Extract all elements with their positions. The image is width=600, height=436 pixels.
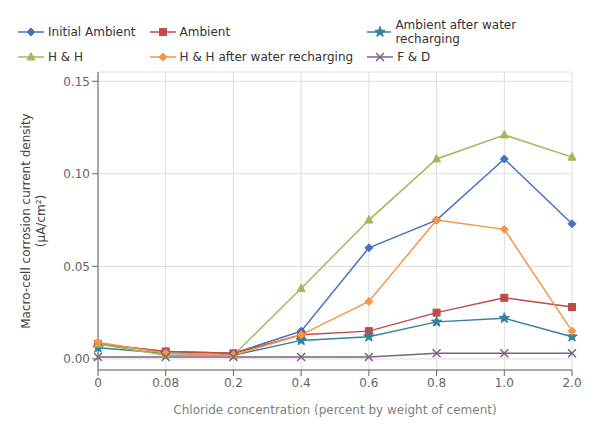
- svg-text:1.0: 1.0: [495, 376, 514, 390]
- svg-text:Macro-cell corrosion current d: Macro-cell corrosion current density(μA/…: [19, 113, 48, 328]
- html-text:H & H: H & H: [48, 50, 83, 64]
- html-text:Initial Ambient: Initial Ambient: [48, 25, 136, 39]
- svg-text:Chloride concentration (percen: Chloride concentration (percent by weigh…: [173, 403, 496, 417]
- svg-text:0.2: 0.2: [224, 376, 243, 390]
- svg-text:2.0: 2.0: [562, 376, 581, 390]
- svg-text:0.10: 0.10: [63, 167, 90, 181]
- svg-text:0.15: 0.15: [63, 75, 90, 89]
- svg-text:0.8: 0.8: [427, 376, 446, 390]
- svg-text:0: 0: [94, 376, 102, 390]
- html-text:F & D: F & D: [397, 50, 431, 64]
- svg-text:0.6: 0.6: [359, 376, 378, 390]
- html-text:Ambient: Ambient: [179, 25, 231, 39]
- svg-text:0.4: 0.4: [292, 376, 311, 390]
- svg-text:0.08: 0.08: [152, 376, 179, 390]
- html-text:H & H after water recharging: H & H after water recharging: [179, 50, 354, 64]
- svg-text:0.05: 0.05: [63, 260, 90, 274]
- html-text:Ambient after water recharging: Ambient after water recharging: [395, 18, 517, 46]
- svg-text:0.00: 0.00: [63, 352, 90, 366]
